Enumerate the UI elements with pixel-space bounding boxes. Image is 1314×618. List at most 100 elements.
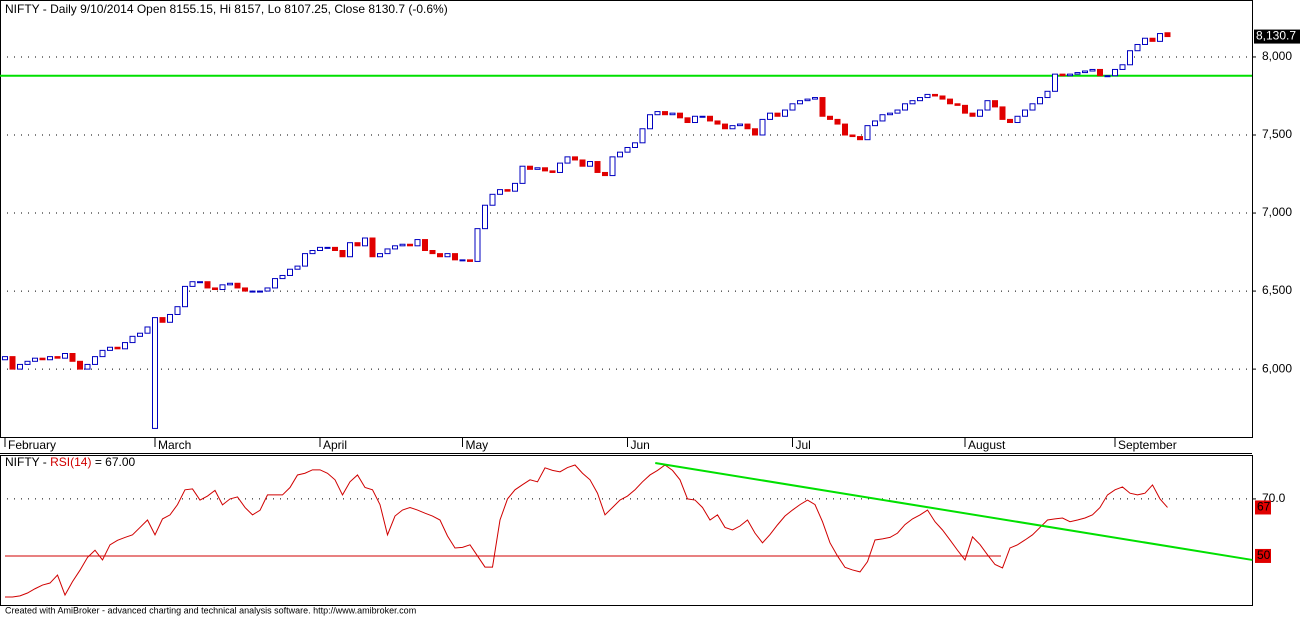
up-candle: [1134, 43, 1141, 52]
chart-title: NIFTY - Daily 9/10/2014 Open 8155.15, Hi…: [5, 2, 448, 16]
down-candle: [204, 281, 211, 289]
y-tick-label: 7,500: [1262, 127, 1292, 141]
down-candle: [452, 253, 458, 261]
down-candle: [744, 123, 751, 130]
rsi-title: NIFTY - RSI(14) = 67.00: [5, 455, 136, 469]
up-candle: [99, 349, 106, 358]
down-candle: [407, 243, 413, 247]
up-candle: [639, 128, 646, 144]
down-candle: [504, 189, 511, 192]
rsi-indicator: RSI(14): [50, 455, 91, 469]
down-candle: [662, 111, 668, 116]
down-candle: [354, 242, 361, 247]
up-candle: [309, 249, 316, 255]
down-candle: [114, 346, 121, 350]
up-candle: [782, 109, 788, 117]
up-candle: [489, 193, 496, 206]
up-candle: [324, 246, 331, 249]
down-candle: [429, 249, 436, 255]
up-candle: [557, 162, 563, 173]
down-candle: [1097, 68, 1103, 77]
down-candle: [827, 115, 833, 120]
up-candle: [32, 357, 38, 362]
up-candle: [624, 146, 631, 153]
up-candle: [152, 317, 158, 429]
up-candle: [729, 125, 736, 130]
up-candle: [474, 228, 481, 262]
rsi-pane: [0, 455, 1253, 606]
x-tick-label: May: [466, 438, 489, 452]
up-candle: [399, 243, 406, 247]
rsi-title-value: = 67.00: [95, 455, 136, 469]
up-candle: [189, 281, 196, 287]
down-candle: [422, 239, 428, 251]
x-tick-label: April: [323, 438, 347, 452]
up-candle: [272, 278, 278, 289]
up-candle: [984, 100, 991, 111]
down-candle: [707, 115, 713, 122]
y-tick-label: 6,500: [1262, 283, 1292, 297]
down-candle: [542, 167, 548, 172]
up-candle: [924, 93, 931, 99]
up-candle: [692, 115, 698, 124]
up-candle: [107, 346, 113, 351]
up-candle: [392, 245, 398, 250]
up-candle: [872, 120, 878, 127]
down-candle: [339, 249, 346, 258]
down-candle: [969, 112, 976, 117]
up-candle: [917, 97, 923, 102]
up-candle: [377, 253, 383, 258]
x-tick-label: September: [1118, 438, 1177, 452]
up-candle: [1142, 37, 1148, 45]
up-candle: [812, 97, 818, 100]
down-candle: [834, 118, 841, 125]
down-candle: [939, 95, 946, 100]
up-candle: [632, 142, 638, 148]
down-candle: [992, 100, 998, 108]
down-candle: [332, 246, 338, 251]
up-candle: [767, 112, 773, 120]
down-candle: [159, 317, 166, 323]
up-candle: [384, 248, 391, 255]
down-candle: [684, 117, 691, 124]
down-candle: [1149, 37, 1156, 42]
reference-value-label: 50: [1257, 548, 1271, 562]
up-candle: [587, 161, 593, 167]
up-candle: [1157, 33, 1163, 42]
up-candle: [797, 100, 803, 105]
up-candle: [1089, 68, 1096, 72]
down-candle: [849, 134, 856, 138]
up-candle: [264, 287, 271, 292]
down-candle: [677, 112, 683, 119]
up-candle: [1119, 64, 1126, 70]
down-candle: [212, 287, 218, 291]
down-candle: [234, 282, 241, 289]
up-candle: [459, 259, 466, 262]
down-candle: [947, 98, 953, 105]
up-candle: [167, 313, 173, 323]
up-candle: [1127, 50, 1133, 66]
up-candle: [879, 114, 886, 122]
y-tick-label: 7,000: [1262, 205, 1292, 219]
up-candle: [564, 156, 571, 164]
up-candle: [534, 167, 541, 170]
up-candle: [17, 363, 23, 370]
x-tick-label: March: [158, 438, 191, 452]
up-candle: [287, 268, 293, 276]
down-candle: [77, 360, 83, 370]
down-candle: [527, 165, 533, 170]
last-value-box: [1255, 500, 1271, 515]
up-candle: [617, 151, 623, 158]
up-candle: [197, 281, 203, 284]
down-candle: [722, 123, 728, 130]
down-candle: [1059, 73, 1066, 77]
up-candle: [144, 326, 151, 334]
up-candle: [789, 103, 796, 111]
up-candle: [92, 356, 98, 365]
down-candle: [819, 97, 826, 117]
up-candle: [174, 306, 181, 315]
up-candle: [977, 109, 983, 117]
up-candle: [482, 204, 488, 230]
down-candle: [962, 104, 968, 114]
